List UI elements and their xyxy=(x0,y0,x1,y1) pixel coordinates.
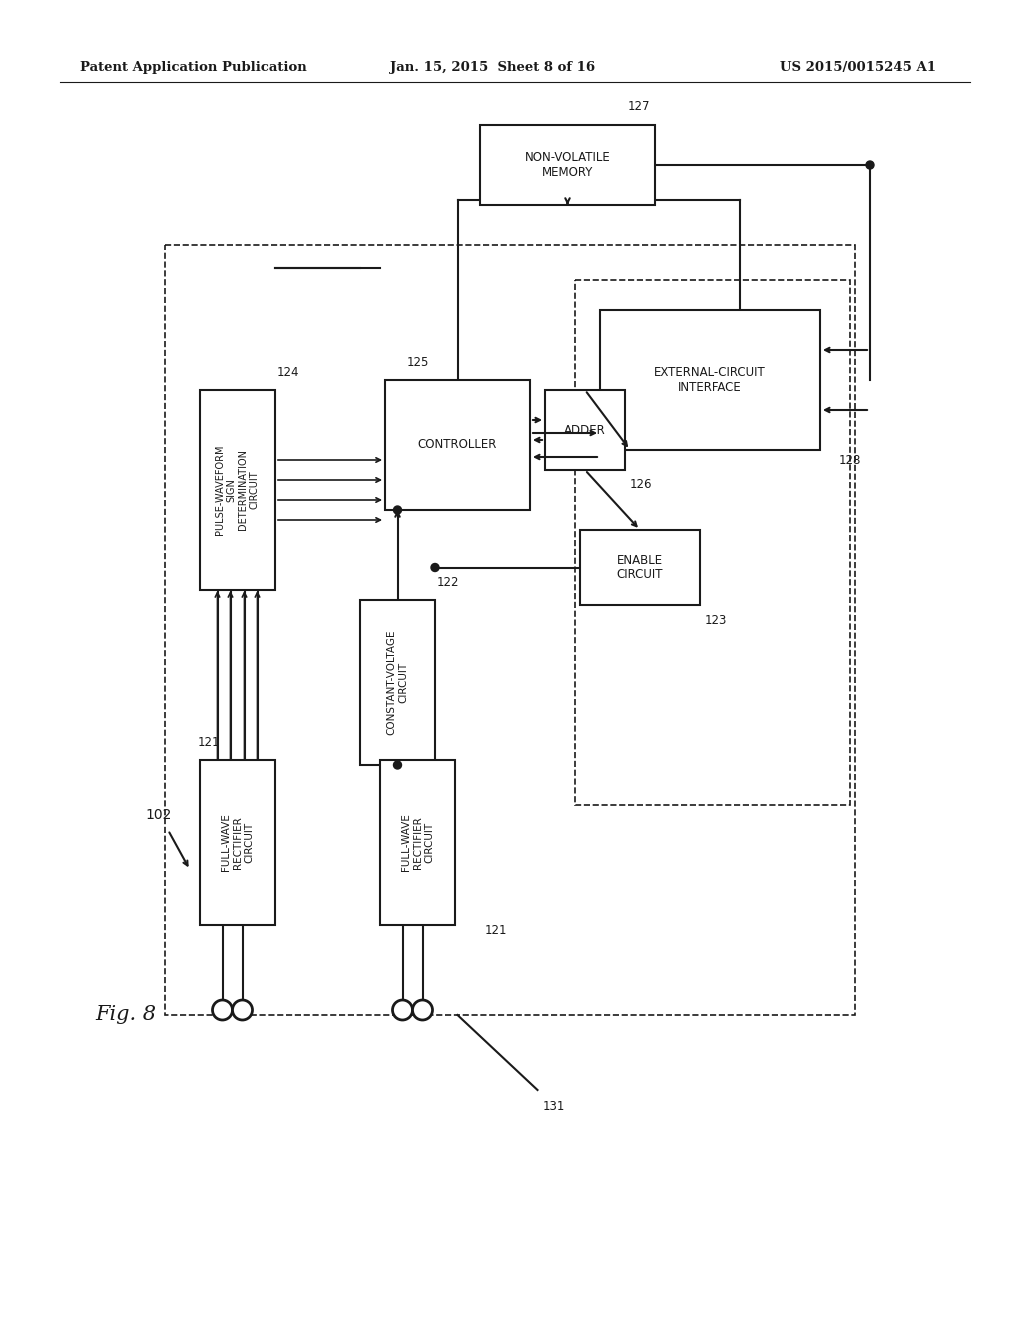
Bar xyxy=(200,760,275,925)
Text: 102: 102 xyxy=(145,808,171,822)
Text: 126: 126 xyxy=(630,479,652,491)
Circle shape xyxy=(232,1001,253,1020)
Text: 122: 122 xyxy=(437,576,460,589)
Text: PULSE-WAVEFORM
SIGN
DETERMINATION
CIRCUIT: PULSE-WAVEFORM SIGN DETERMINATION CIRCUI… xyxy=(215,445,260,535)
Circle shape xyxy=(393,762,401,770)
Text: NON-VOLATILE
MEMORY: NON-VOLATILE MEMORY xyxy=(524,150,610,180)
Text: FULL-WAVE
RECTIFIER
CIRCUIT: FULL-WAVE RECTIFIER CIRCUIT xyxy=(221,813,254,871)
Text: 131: 131 xyxy=(543,1100,565,1113)
Text: 127: 127 xyxy=(628,100,650,114)
Bar xyxy=(580,531,700,605)
Bar xyxy=(360,601,435,766)
Circle shape xyxy=(213,1001,232,1020)
Circle shape xyxy=(413,1001,432,1020)
Circle shape xyxy=(393,506,401,513)
Text: Fig. 8: Fig. 8 xyxy=(95,1005,156,1024)
Bar xyxy=(600,310,820,450)
Circle shape xyxy=(392,1001,413,1020)
Bar xyxy=(165,246,855,1015)
Text: 121: 121 xyxy=(198,735,220,748)
Text: 124: 124 xyxy=(278,366,299,379)
Text: 121: 121 xyxy=(485,924,508,936)
Text: ENABLE
CIRCUIT: ENABLE CIRCUIT xyxy=(616,553,664,582)
Text: 128: 128 xyxy=(839,454,861,466)
Bar xyxy=(545,389,625,470)
Bar xyxy=(575,280,850,805)
Text: FULL-WAVE
RECTIFIER
CIRCUIT: FULL-WAVE RECTIFIER CIRCUIT xyxy=(401,813,434,871)
Text: Jan. 15, 2015  Sheet 8 of 16: Jan. 15, 2015 Sheet 8 of 16 xyxy=(390,62,595,74)
Bar xyxy=(385,380,530,510)
Text: 125: 125 xyxy=(407,355,429,368)
Text: US 2015/0015245 A1: US 2015/0015245 A1 xyxy=(780,62,936,74)
Bar xyxy=(380,760,455,925)
Text: EXTERNAL-CIRCUIT
INTERFACE: EXTERNAL-CIRCUIT INTERFACE xyxy=(654,366,766,393)
Bar xyxy=(200,389,275,590)
Text: CONSTANT-VOLTAGE
CIRCUIT: CONSTANT-VOLTAGE CIRCUIT xyxy=(387,630,409,735)
Text: 123: 123 xyxy=(705,614,727,627)
Circle shape xyxy=(866,161,874,169)
Text: ADDER: ADDER xyxy=(564,424,606,437)
Text: CONTROLLER: CONTROLLER xyxy=(418,438,498,451)
Bar xyxy=(480,125,655,205)
Text: Patent Application Publication: Patent Application Publication xyxy=(80,62,307,74)
Circle shape xyxy=(431,564,439,572)
